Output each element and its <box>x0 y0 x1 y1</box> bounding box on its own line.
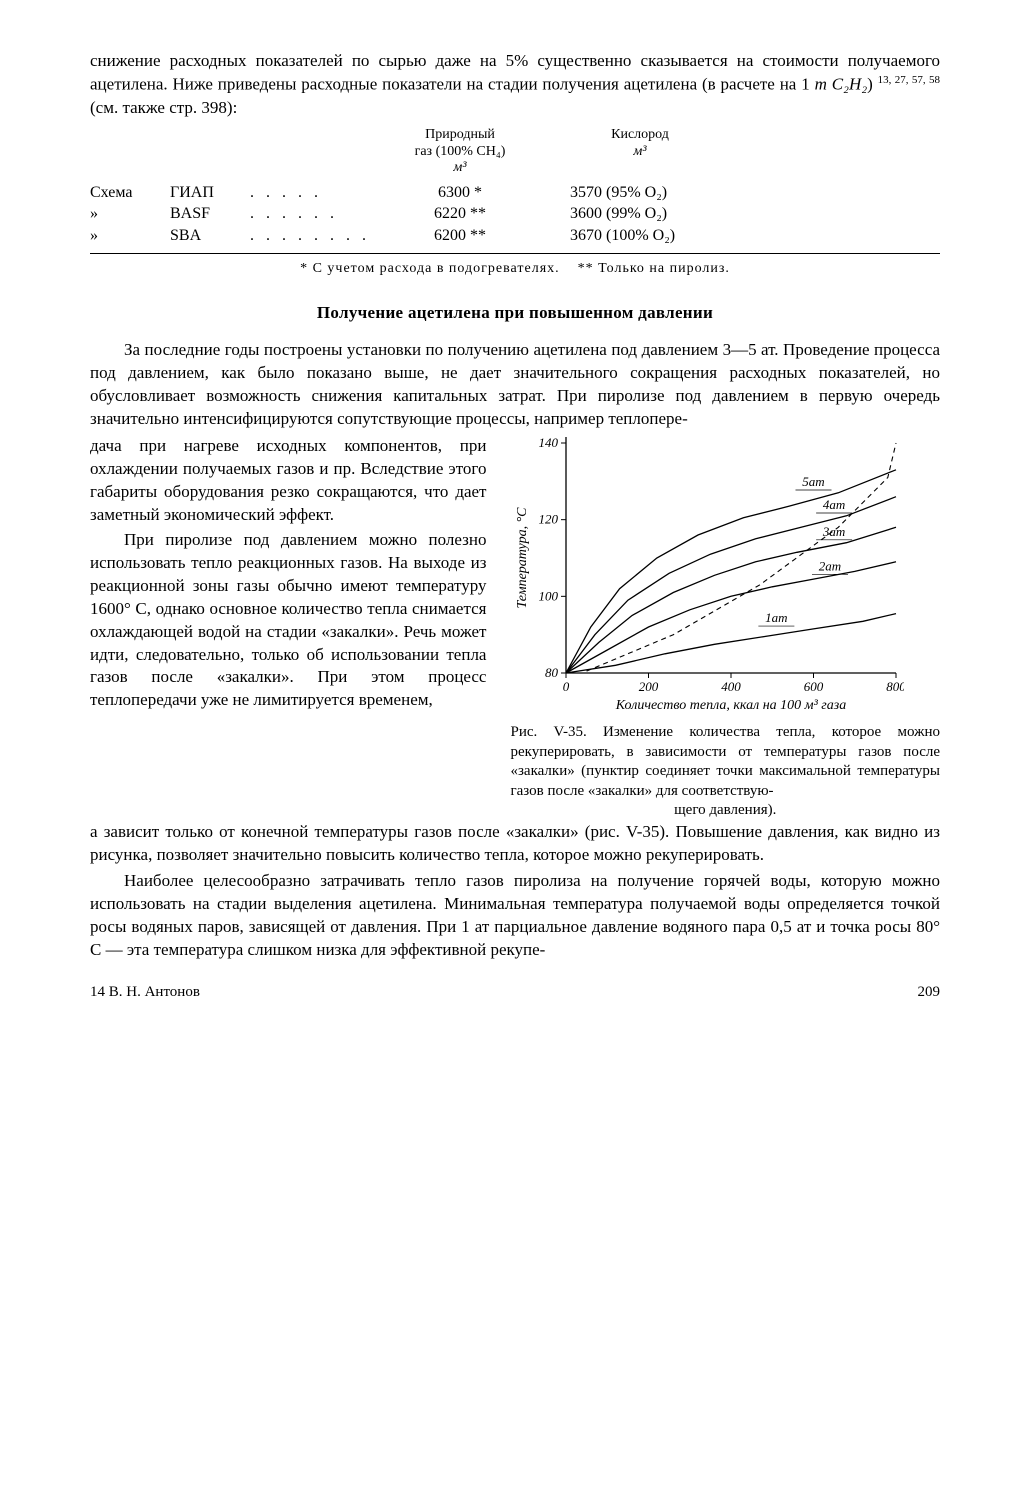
svg-text:200: 200 <box>639 679 659 694</box>
para-left-1: дача при нагреве исходных компонентов, п… <box>90 435 486 527</box>
col-ox: Кислород <box>611 127 669 142</box>
svg-text:0: 0 <box>563 679 570 694</box>
table-row: СхемаГИАП. . . . .6300 *3570 (95% O₂) <box>90 182 940 204</box>
para-2: За последние годы построены установки по… <box>90 339 940 431</box>
svg-text:3ат: 3ат <box>822 524 845 539</box>
intro-paragraph: снижение расходных показателей по сырью … <box>90 50 940 119</box>
svg-text:120: 120 <box>539 512 559 527</box>
figure-caption: Рис. V-35. Изменение количества тепла, к… <box>510 723 940 821</box>
section-heading: Получение ацетилена при повышенном давле… <box>90 302 940 325</box>
svg-text:4ат: 4ат <box>823 497 845 512</box>
para-left-2: При пиролизе под давлением можно полезно… <box>90 529 486 713</box>
svg-text:400: 400 <box>722 679 742 694</box>
svg-text:100: 100 <box>539 588 559 603</box>
footer-left: 14 В. Н. Антонов <box>90 982 200 1002</box>
svg-text:Количество тепла, ккал на 100: Количество тепла, ккал на 100 м³ газа <box>615 698 846 713</box>
svg-text:600: 600 <box>804 679 824 694</box>
col-gas-line2: газ (100% CH₄) <box>415 144 506 159</box>
svg-text:140: 140 <box>539 435 559 450</box>
col-gas-line1: Природный <box>425 127 495 142</box>
svg-text:80: 80 <box>545 665 559 680</box>
table-row: »BASF. . . . . .6220 **3600 (99% O₂) <box>90 203 940 225</box>
svg-text:2ат: 2ат <box>819 558 841 573</box>
consumption-table: Природный газ (100% CH₄) м³ Кислород м³ … <box>90 127 940 278</box>
figure-v35-chart: 0 200 400 600 800 80 100 120 140 1ат 2ат 3ат 4ат 5ат Т… <box>510 435 940 715</box>
table-footnote: * С учетом расхода в подогревателях. ** … <box>90 260 940 279</box>
para-3: а зависит только от конечной температуры… <box>90 821 940 867</box>
para-4: Наиболее целесообразно затрачивать тепло… <box>90 870 940 962</box>
col-ox-unit: м³ <box>633 144 646 159</box>
svg-text:1ат: 1ат <box>766 610 788 625</box>
svg-text:Температура, °С: Температура, °С <box>515 507 530 609</box>
col-gas-unit: м³ <box>453 160 466 175</box>
svg-text:5ат: 5ат <box>803 474 825 489</box>
svg-text:800: 800 <box>887 679 905 694</box>
footer-right: 209 <box>918 982 941 1002</box>
table-row: »SBA. . . . . . . .6200 **3670 (100% O₂) <box>90 225 940 247</box>
